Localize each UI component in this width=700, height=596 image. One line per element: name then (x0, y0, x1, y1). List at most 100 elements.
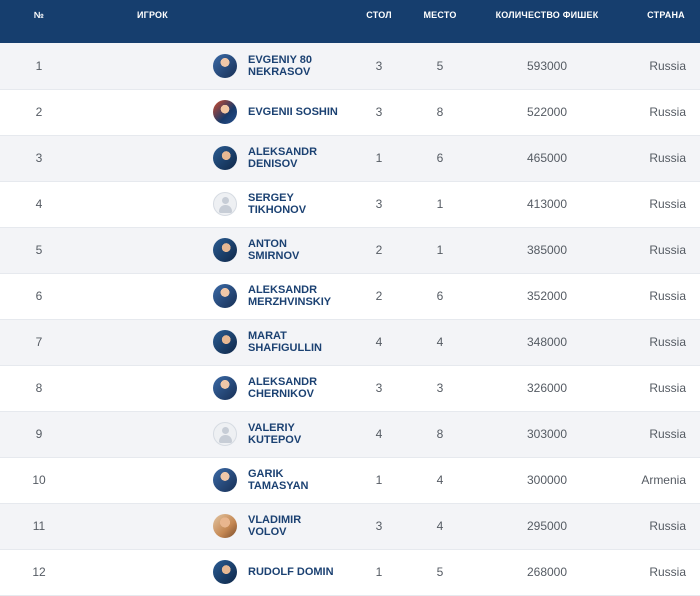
table-row: 12 RUDOLF DOMIN 1 5 268000 Russia (0, 549, 700, 595)
row-chips: 593000 (526, 58, 568, 73)
row-table: 1 (375, 565, 383, 579)
row-seat: 3 (436, 381, 444, 395)
player-name-link[interactable]: RUDOLF DOMIN (248, 566, 334, 578)
player-cell: ALEKSANDR CHERNIKOV (78, 365, 340, 411)
player-name-link[interactable]: ANTON SMIRNOV (248, 238, 300, 262)
player-cell: VALERIY KUTEPOV (78, 411, 340, 457)
header-table: СТОЛ (366, 10, 392, 20)
row-chips: 326000 (526, 381, 568, 395)
row-num: 3 (35, 151, 43, 165)
row-seat: 8 (436, 105, 444, 119)
table-row: 9 VALERIY KUTEPOV 4 8 303000 Russia (0, 411, 700, 457)
row-num: 2 (35, 105, 43, 119)
player-photo-icon (213, 284, 237, 308)
table-row: 8 ALEKSANDR CHERNIKOV 3 3 326000 Russia (0, 365, 700, 411)
table-row: 6 ALEKSANDR MERZHVINSKIY 2 6 352000 Russ… (0, 273, 700, 319)
row-chips: 295000 (526, 519, 568, 533)
player-cell: VLADIMIR VOLOV (78, 503, 340, 549)
row-table: 3 (375, 105, 383, 119)
row-chips: 303000 (526, 427, 568, 441)
row-num: 10 (32, 473, 46, 487)
row-seat: 4 (436, 335, 444, 349)
player-name-link[interactable]: EVGENII SOSHIN (248, 106, 338, 118)
row-chips: 465000 (526, 151, 568, 165)
player-name-link[interactable]: ALEKSANDR MERZHVINSKIY (248, 284, 332, 308)
row-chips: 268000 (526, 565, 568, 579)
table-row: 3 ALEKSANDR DENISOV 1 6 465000 Russia (0, 135, 700, 181)
header-seat: МЕСТО (423, 10, 457, 20)
header-player: ИГРОК (137, 10, 168, 20)
table-row: 10 GARIK TAMASYAN 1 4 300000 Armenia (0, 457, 700, 503)
row-country: Russia (649, 427, 686, 441)
row-num: 8 (35, 381, 43, 395)
row-num: 7 (35, 335, 43, 349)
row-table: 4 (375, 335, 383, 349)
row-chips: 385000 (526, 243, 568, 257)
row-table: 3 (375, 381, 383, 395)
player-photo-icon (213, 100, 237, 124)
row-country: Russia (649, 151, 686, 165)
header-country: СТРАНА (647, 10, 685, 20)
row-country: Russia (649, 289, 686, 303)
row-country: Russia (649, 243, 686, 257)
row-num: 11 (32, 519, 46, 533)
row-country: Russia (649, 105, 686, 119)
row-seat: 8 (436, 427, 444, 441)
player-name-link[interactable]: ALEKSANDR CHERNIKOV (248, 376, 318, 400)
player-name-link[interactable]: SERGEY TIKHONOV (248, 192, 307, 216)
player-cell: ANTON SMIRNOV (78, 227, 340, 273)
row-table: 2 (375, 289, 383, 303)
player-name-link[interactable]: VLADIMIR VOLOV (248, 514, 302, 538)
table-row: 2 EVGENII SOSHIN 3 8 522000 Russia (0, 89, 700, 135)
row-seat: 4 (436, 519, 444, 533)
player-cell: EVGENII SOSHIN (78, 89, 340, 135)
table-row: 1 EVGENIY 80 NEKRASOV 3 5 593000 Russia (0, 43, 700, 89)
row-seat: 5 (436, 565, 444, 579)
player-name-link[interactable]: EVGENIY 80 NEKRASOV (248, 53, 312, 78)
player-photo-icon (213, 238, 237, 262)
row-chips: 413000 (526, 197, 568, 211)
table-row: 11 VLADIMIR VOLOV 3 4 295000 Russia (0, 503, 700, 549)
row-seat: 1 (436, 197, 444, 211)
table-header: № ИГРОК СТОЛ МЕСТО КОЛИЧЕСТВО ФИШЕК СТРА… (0, 0, 700, 43)
row-table: 1 (375, 473, 383, 487)
row-table: 3 (375, 197, 383, 211)
player-name-link[interactable]: VALERIY KUTEPOV (248, 422, 302, 446)
player-cell: RUDOLF DOMIN (78, 549, 340, 595)
default-avatar-icon (213, 192, 237, 216)
header-num: № (33, 10, 45, 20)
player-cell: EVGENIY 80 NEKRASOV (78, 43, 340, 89)
row-num: 9 (35, 427, 43, 441)
row-chips: 348000 (526, 335, 568, 349)
row-table: 3 (375, 519, 383, 533)
table-body: 1 EVGENIY 80 NEKRASOV 3 5 593000 Russia … (0, 43, 700, 595)
row-num: 6 (35, 289, 43, 303)
row-num: 12 (32, 565, 46, 579)
row-num: 5 (35, 243, 43, 257)
player-cell: ALEKSANDR DENISOV (78, 135, 340, 181)
row-chips: 352000 (526, 289, 568, 303)
row-country: Russia (649, 197, 686, 211)
row-num: 1 (35, 58, 43, 73)
row-country: Russia (649, 381, 686, 395)
row-country: Russia (649, 335, 686, 349)
row-seat: 1 (436, 243, 444, 257)
player-name-link[interactable]: GARIK TAMASYAN (248, 468, 309, 492)
player-photo-icon (213, 468, 237, 492)
player-cell: MARAT SHAFIGULLIN (78, 319, 340, 365)
row-country: Armenia (641, 473, 686, 487)
player-name-link[interactable]: ALEKSANDR DENISOV (248, 146, 318, 170)
row-seat: 6 (436, 151, 444, 165)
player-name-link[interactable]: MARAT SHAFIGULLIN (248, 330, 322, 354)
row-table: 3 (375, 58, 383, 73)
row-chips: 300000 (526, 473, 568, 487)
player-photo-icon (213, 146, 237, 170)
row-table: 4 (375, 427, 383, 441)
header-chips: КОЛИЧЕСТВО ФИШЕК (495, 10, 599, 20)
default-avatar-icon (213, 422, 237, 446)
row-country: Russia (649, 519, 686, 533)
table-row: 5 ANTON SMIRNOV 2 1 385000 Russia (0, 227, 700, 273)
row-table: 1 (375, 151, 383, 165)
row-seat: 4 (436, 473, 444, 487)
